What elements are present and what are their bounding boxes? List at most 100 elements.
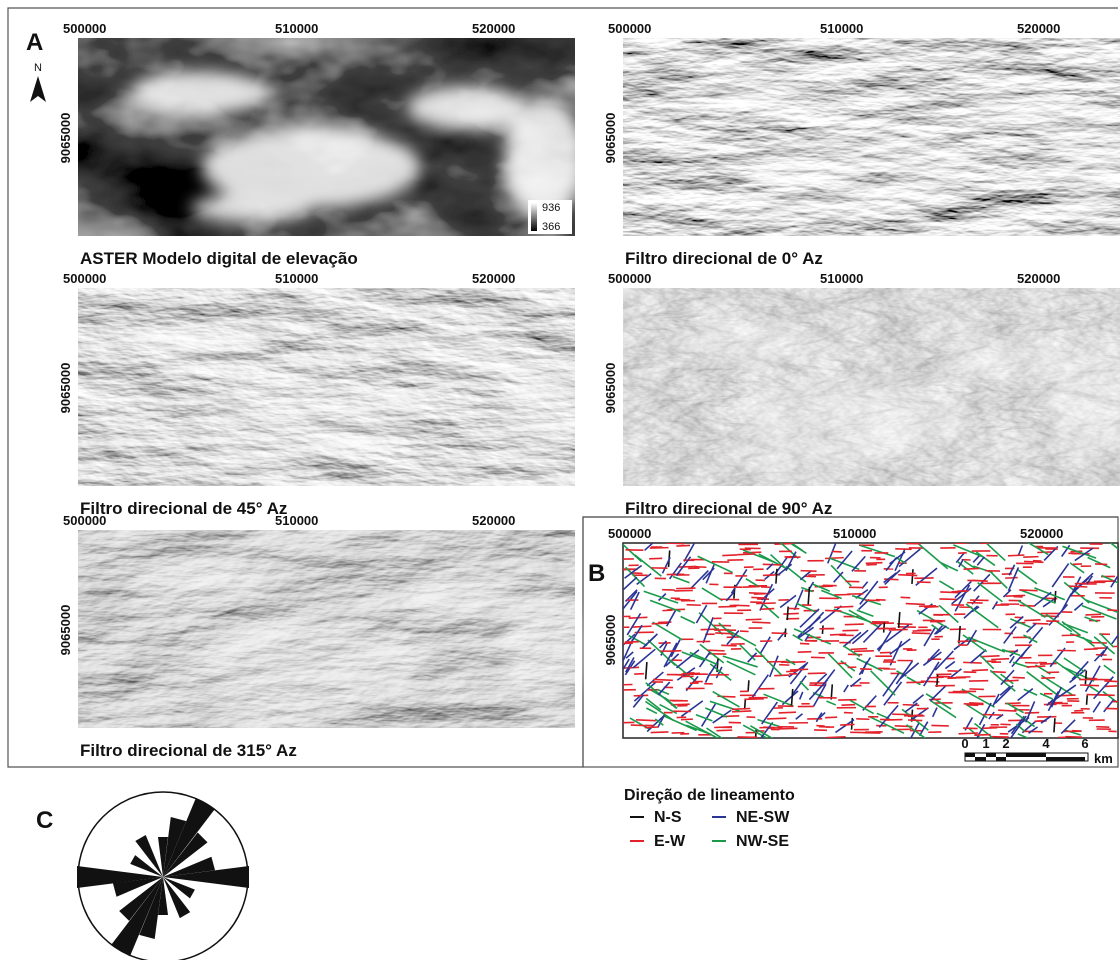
lineament — [983, 714, 1001, 715]
lineament — [972, 670, 988, 671]
lineament — [760, 609, 774, 610]
scale-label: 1 — [982, 736, 989, 751]
lineament — [899, 612, 900, 628]
x-tick-label: 520000 — [1020, 526, 1063, 541]
x-tick-label: 520000 — [1017, 271, 1060, 286]
relief — [505, 348, 585, 468]
lineament — [767, 718, 786, 719]
lineament — [1040, 663, 1057, 664]
lineament — [826, 737, 846, 738]
lineament — [1080, 685, 1099, 686]
lineament — [1008, 555, 1024, 556]
x-tick-label: 500000 — [63, 271, 106, 286]
relief — [952, 86, 1072, 130]
lineament — [1069, 586, 1088, 587]
map-caption: ASTER Modelo digital de elevação — [80, 249, 358, 268]
lineament — [980, 656, 999, 657]
x-tick-label: 520000 — [472, 271, 515, 286]
lineament — [653, 679, 673, 680]
lineament — [714, 727, 732, 728]
lineament — [783, 613, 798, 614]
relief — [674, 71, 814, 115]
x-tick-label: 510000 — [275, 271, 318, 286]
lineament — [991, 659, 1009, 660]
lineament — [716, 730, 732, 731]
lineament — [707, 650, 724, 651]
lineament — [1089, 642, 1107, 643]
legend-max: 936 — [542, 202, 560, 214]
y-tick-label: 9065000 — [58, 363, 73, 414]
north-arrow — [30, 76, 46, 102]
lineament — [967, 705, 979, 706]
lineament — [746, 619, 762, 620]
lineament — [779, 712, 796, 713]
lineament — [676, 588, 695, 589]
lineament — [675, 599, 690, 600]
lineament — [983, 728, 998, 729]
lineament — [998, 710, 1016, 711]
map-caption: Filtro direcional de 0° Az — [625, 249, 823, 268]
lineament — [722, 555, 737, 556]
lineament — [1005, 578, 1018, 579]
lineament — [744, 699, 764, 700]
lineament — [854, 651, 874, 652]
x-tick-label: 510000 — [275, 21, 318, 36]
lineament — [787, 607, 788, 620]
lineament — [1085, 614, 1101, 615]
lineament — [1054, 718, 1055, 732]
map-caption: Filtro direcional de 45° Az — [80, 499, 287, 518]
x-tick-label: 500000 — [63, 21, 106, 36]
lineament — [1095, 564, 1107, 565]
lineament — [776, 569, 777, 584]
legend-label: N-S — [654, 809, 682, 826]
lineament — [715, 633, 734, 634]
north-label: N — [34, 62, 42, 74]
legend-min: 366 — [542, 221, 560, 233]
lineament — [1104, 681, 1120, 682]
scale-label: 0 — [961, 736, 968, 751]
lineament — [830, 634, 846, 635]
legend-label: NW-SE — [736, 833, 789, 850]
lineament — [963, 568, 979, 569]
lineament — [1105, 686, 1117, 687]
y-tick-label: 9065000 — [58, 605, 73, 656]
relief — [129, 321, 269, 365]
lineament — [912, 633, 930, 634]
lineament — [652, 623, 669, 624]
lineament — [666, 543, 684, 544]
x-tick-label: 510000 — [820, 21, 863, 36]
lineament — [825, 610, 841, 611]
lineament — [822, 625, 823, 634]
map-caption: Filtro direcional de 90° Az — [625, 499, 832, 518]
lineament — [790, 669, 808, 670]
legend-ramp — [531, 203, 537, 231]
lineament — [969, 703, 983, 704]
x-tick-label: 500000 — [608, 21, 651, 36]
y-tick-label: 9065000 — [603, 615, 618, 666]
lineament — [1085, 671, 1086, 685]
x-tick-label: 520000 — [1017, 21, 1060, 36]
legend-label: NE-SW — [736, 809, 790, 826]
relief — [191, 686, 311, 714]
lineament — [1023, 557, 1038, 558]
scale-label: 4 — [1042, 736, 1050, 751]
lineament — [1019, 590, 1037, 591]
lineament — [834, 606, 853, 607]
lineament — [682, 673, 700, 674]
lineament — [669, 651, 681, 652]
lineament — [1084, 649, 1098, 650]
lineament — [840, 724, 854, 725]
lineament — [778, 728, 797, 729]
y-tick-label: 9065000 — [603, 363, 618, 414]
legend-title: Direção de lineamento — [624, 787, 795, 804]
relief — [952, 336, 1072, 380]
lineament — [634, 695, 649, 696]
lineament — [878, 628, 896, 629]
lineament — [763, 575, 780, 576]
panel-label: C — [36, 807, 53, 834]
lineament — [679, 566, 696, 567]
scale-label: 6 — [1081, 736, 1088, 751]
lineament — [884, 623, 885, 633]
lineament-map — [623, 543, 1118, 738]
